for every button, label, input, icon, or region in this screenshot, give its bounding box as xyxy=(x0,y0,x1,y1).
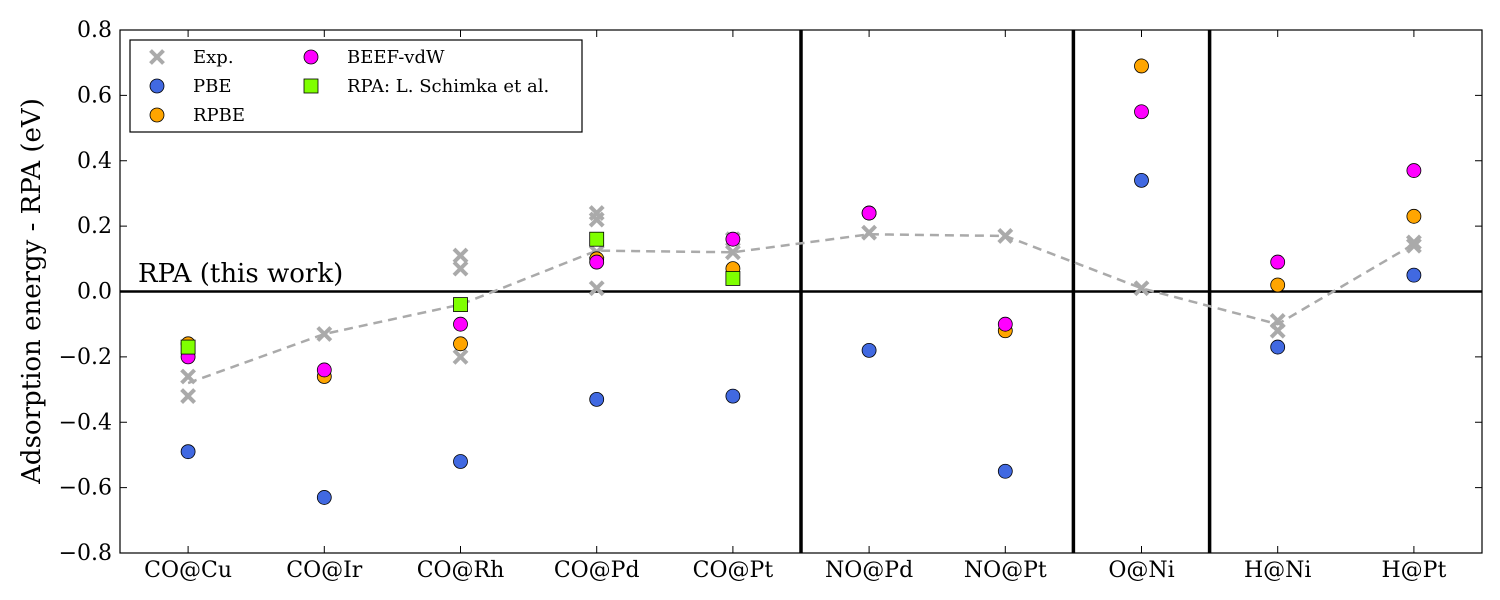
y-tick-label: 0.0 xyxy=(77,280,112,305)
y-axis-title: Adsorption energy - RPA (eV) xyxy=(17,98,47,485)
legend-marker xyxy=(303,78,319,94)
point-pbe xyxy=(861,342,877,358)
point-exp xyxy=(1405,237,1422,254)
point-exp xyxy=(1405,234,1422,251)
x-tick-label: CO@Rh xyxy=(417,558,505,583)
y-tick-label: −0.8 xyxy=(59,541,112,566)
legend-label: RPA: L. Schimka et al. xyxy=(347,76,549,97)
point-beef-vdw xyxy=(589,254,605,270)
legend-marker xyxy=(149,107,165,123)
point-pbe xyxy=(997,463,1013,479)
point-exp xyxy=(180,368,197,385)
legend: Exp. PBE RPBE BEEF-vdW RPA: L. Schimka et al… xyxy=(129,39,583,133)
point-rpa-l-schimka-et-al xyxy=(180,339,196,355)
point-rpa-l-schimka-et-al xyxy=(725,271,741,286)
y-axis-ticks: −0.8 −0.6 −0.4 −0.2 0.0 0.2 0.4 0.6 0.8 xyxy=(59,18,1482,566)
point-pbe xyxy=(1270,339,1286,355)
point-exp xyxy=(452,247,469,264)
x-axis-ticks: CO@Cu CO@Ir CO@Rh CO@Pd CO@Pt NO@Pd NO@Pt O@Ni H… xyxy=(144,30,1446,583)
x-tick-label: NO@Pt xyxy=(964,558,1047,583)
legend-label: PBE xyxy=(193,76,231,97)
x-tick-label: CO@Pd xyxy=(554,558,640,583)
point-pbe xyxy=(1134,172,1149,188)
exp-trend-dashed-line xyxy=(187,233,1415,385)
x-tick-label: CO@Cu xyxy=(144,558,232,583)
point-exp xyxy=(588,280,605,297)
x-tick-label: CO@Pt xyxy=(693,558,774,583)
reference-line-group: RPA (this work) xyxy=(120,259,1482,293)
legend-label: Exp. xyxy=(193,47,234,68)
legend-marker xyxy=(149,78,165,94)
y-tick-label: −0.4 xyxy=(59,410,112,435)
point-rpbe xyxy=(1134,58,1149,74)
point-beef-vdw xyxy=(453,316,468,332)
point-rpa-l-schimka-et-al xyxy=(453,297,468,312)
y-tick-label: 0.6 xyxy=(77,83,112,108)
point-exp xyxy=(861,224,878,241)
point-beef-vdw xyxy=(1406,163,1422,178)
point-pbe xyxy=(589,391,605,407)
point-pbe xyxy=(453,454,468,469)
point-exp xyxy=(588,211,605,228)
point-beef-vdw xyxy=(1134,104,1149,120)
y-tick-label: 0.2 xyxy=(77,214,112,239)
point-pbe xyxy=(316,490,332,505)
point-beef-vdw xyxy=(861,205,877,221)
reference-line-label: RPA (this work) xyxy=(138,259,343,289)
y-tick-label: −0.2 xyxy=(59,345,112,370)
point-pbe xyxy=(725,388,741,404)
exp-trend-line xyxy=(187,233,1415,385)
y-tick-label: −0.6 xyxy=(59,476,112,501)
point-beef-vdw xyxy=(725,231,741,247)
x-tick-label: H@Pt xyxy=(1381,558,1446,583)
x-tick-label: NO@Pd xyxy=(825,558,913,583)
point-rpa-l-schimka-et-al xyxy=(589,231,605,247)
y-tick-label: 0.4 xyxy=(77,149,112,174)
point-beef-vdw xyxy=(1270,254,1286,270)
point-exp xyxy=(997,228,1014,244)
point-rpbe xyxy=(453,336,468,352)
point-rpbe xyxy=(1270,277,1286,293)
point-exp xyxy=(724,244,741,261)
point-beef-vdw xyxy=(997,316,1013,332)
point-exp xyxy=(1133,280,1150,297)
point-exp xyxy=(452,260,469,277)
point-beef-vdw xyxy=(316,362,332,378)
legend-marker xyxy=(303,49,319,65)
x-tick-label: O@Ni xyxy=(1108,558,1174,583)
point-rpbe xyxy=(1406,208,1422,224)
x-tick-label: H@Ni xyxy=(1244,558,1311,583)
legend-marker xyxy=(149,49,165,65)
point-exp xyxy=(180,388,197,405)
legend-label: BEEF-vdW xyxy=(347,47,445,68)
point-pbe xyxy=(1406,267,1422,283)
x-tick-label: CO@Ir xyxy=(286,558,363,583)
point-pbe xyxy=(180,444,196,460)
data-markers xyxy=(180,58,1422,505)
point-exp xyxy=(452,348,469,365)
point-exp xyxy=(1269,322,1286,339)
point-exp xyxy=(316,326,333,342)
legend-box xyxy=(129,39,583,133)
y-tick-label: 0.8 xyxy=(77,18,112,43)
legend-label: RPBE xyxy=(193,105,245,126)
